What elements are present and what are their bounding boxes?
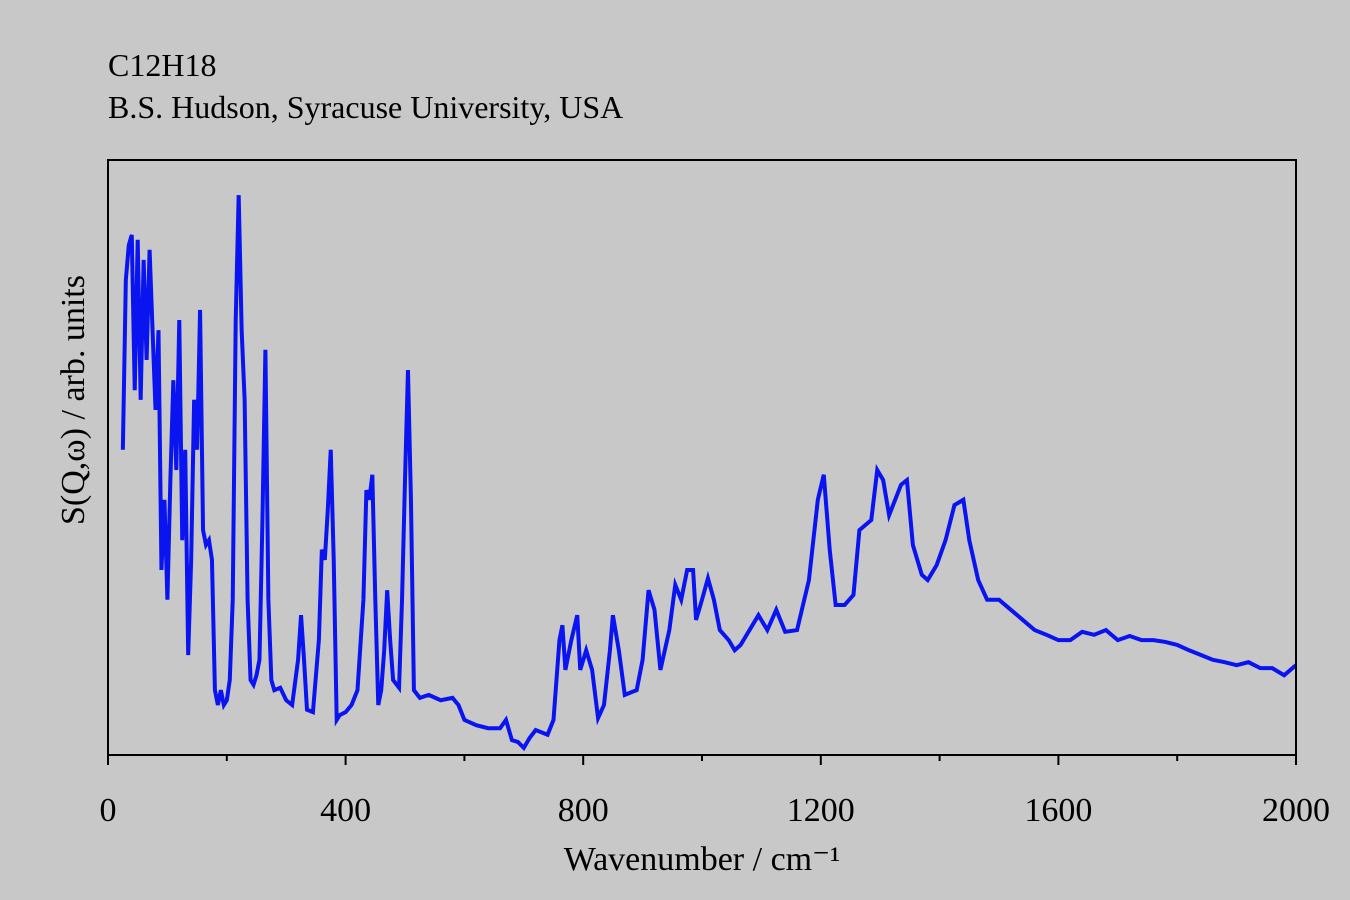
x-tick-label: 2000 [1262,792,1330,829]
spectrum-line [120,195,1298,752]
x-tick-label: 0 [100,792,117,829]
x-axis-label: Wavenumber / cm⁻¹ [564,841,841,878]
y-axis-label: S(Q,ω) / arb. units [55,275,92,525]
x-tick-label: 400 [320,792,371,829]
chart-title: C12H18 [108,47,216,83]
x-tick-label: 1200 [787,792,855,829]
x-tick-label: 800 [558,792,609,829]
chart-subtitle: B.S. Hudson, Syracuse University, USA [108,89,623,125]
x-tick-label: 1600 [1024,792,1092,829]
